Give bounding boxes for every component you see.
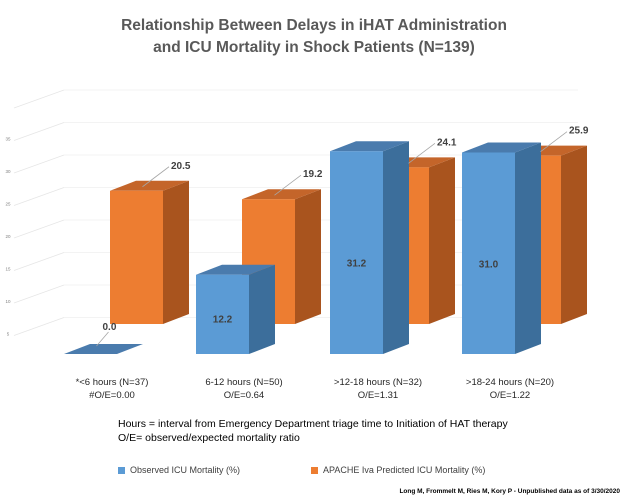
data-label-predicted: 24.1	[437, 137, 457, 148]
category-label: O/E=1.31	[358, 390, 398, 401]
category-label: 6-12 hours (N=50)	[205, 377, 282, 388]
data-label-observed: 12.2	[213, 314, 233, 325]
category-label: >18-24 hours (N=20)	[466, 377, 554, 388]
data-label-predicted: 19.2	[303, 169, 323, 180]
bar-observed	[330, 141, 409, 354]
bar-observed-top	[330, 141, 409, 152]
bar-predicted-side	[295, 189, 321, 324]
bar-observed	[462, 142, 541, 354]
bar-predicted	[110, 180, 189, 324]
data-label-predicted: 20.5	[171, 161, 191, 172]
bar-predicted-side	[163, 180, 189, 324]
legend-label-observed: Observed ICU Mortality (%)	[130, 465, 241, 475]
y-tick-label: 25	[5, 202, 11, 207]
bar-observed-top	[64, 344, 143, 354]
y-axis-ticks: 5 10 15 20 25 30 35	[5, 137, 11, 337]
footnote-hours: Hours = interval from Emergency Departme…	[118, 418, 508, 430]
bar-predicted-side	[561, 145, 587, 324]
category-label: O/E=1.22	[490, 390, 530, 401]
bar-observed-top	[196, 264, 275, 275]
legend-label-predicted: APACHE Iva Predicted ICU Mortality (%)	[323, 465, 486, 475]
category-label: *<6 hours (N=37)	[76, 377, 149, 388]
footnote-oe: O/E= observed/expected mortality ratio	[118, 432, 300, 444]
legend-swatch-observed	[118, 466, 125, 474]
y-tick-label: 15	[5, 267, 11, 272]
bar-predicted-front	[110, 190, 163, 324]
data-label-leader	[540, 131, 568, 152]
legend-item-observed: Observed ICU Mortality (%)	[118, 465, 240, 475]
bar-observed-side	[515, 142, 541, 354]
gridline-depth	[13, 154, 65, 174]
chart-title-line-1: Relationship Between Delays in iHAT Admi…	[121, 17, 507, 34]
y-tick-label: 35	[5, 137, 11, 142]
data-label-predicted: 25.9	[569, 126, 589, 137]
category-label: O/E=0.64	[224, 390, 264, 401]
data-label-leader	[142, 166, 170, 188]
bar-observed-front	[462, 152, 515, 354]
bar-observed-front	[196, 274, 249, 354]
gridline-depth	[13, 252, 65, 271]
gridline-depth	[13, 122, 65, 141]
gridline-depth	[13, 219, 65, 239]
data-credit: Long M, Frommelt M, Ries M, Kory P - Unp…	[399, 488, 620, 495]
data-label-leader	[274, 174, 302, 196]
y-tick-label: 5	[7, 332, 10, 337]
data-labels: 20.5 0.0 19.2 12.2 24.1 31.2 25.9 31.0	[96, 126, 589, 347]
bar-observed-top	[462, 142, 541, 153]
y-tick-label: 30	[5, 169, 11, 174]
legend-item-predicted: APACHE Iva Predicted ICU Mortality (%)	[311, 465, 485, 475]
data-label-observed: 31.2	[347, 259, 367, 270]
bar-observed-side	[249, 264, 275, 354]
bars	[64, 141, 587, 354]
gridline-depth	[13, 317, 65, 336]
category-label: #O/E=0.00	[89, 390, 135, 401]
y-tick-label: 20	[5, 234, 11, 239]
bar-observed	[64, 344, 143, 354]
bar-predicted-side	[429, 157, 455, 324]
gridline-depth	[13, 89, 65, 109]
chart-svg: 5 10 15 20 25 30 35 20.5 0.0 19.2 12.2 24.1 31.2 25.…	[5, 17, 589, 401]
bar-observed-front	[330, 151, 383, 354]
bar-observed	[196, 264, 275, 354]
gridline-depth	[13, 187, 65, 206]
category-labels: *<6 hours (N=37) #O/E=0.00 6-12 hours (N=5…	[76, 377, 555, 401]
data-label-observed: 31.0	[479, 259, 499, 270]
legend-swatch-predicted	[311, 466, 318, 474]
data-label-observed: 0.0	[103, 322, 117, 333]
bar-observed-side	[383, 141, 409, 354]
data-label-leader	[408, 143, 436, 164]
data-label-leader	[96, 331, 109, 347]
category-label: >12-18 hours (N=32)	[334, 377, 422, 388]
chart-title-line-2: and ICU Mortality in Shock Patients (N=1…	[153, 39, 475, 56]
y-tick-label: 10	[5, 299, 11, 304]
bar-predicted-top	[242, 189, 321, 200]
bar-predicted-top	[110, 180, 189, 191]
gridline-depth	[13, 284, 65, 304]
